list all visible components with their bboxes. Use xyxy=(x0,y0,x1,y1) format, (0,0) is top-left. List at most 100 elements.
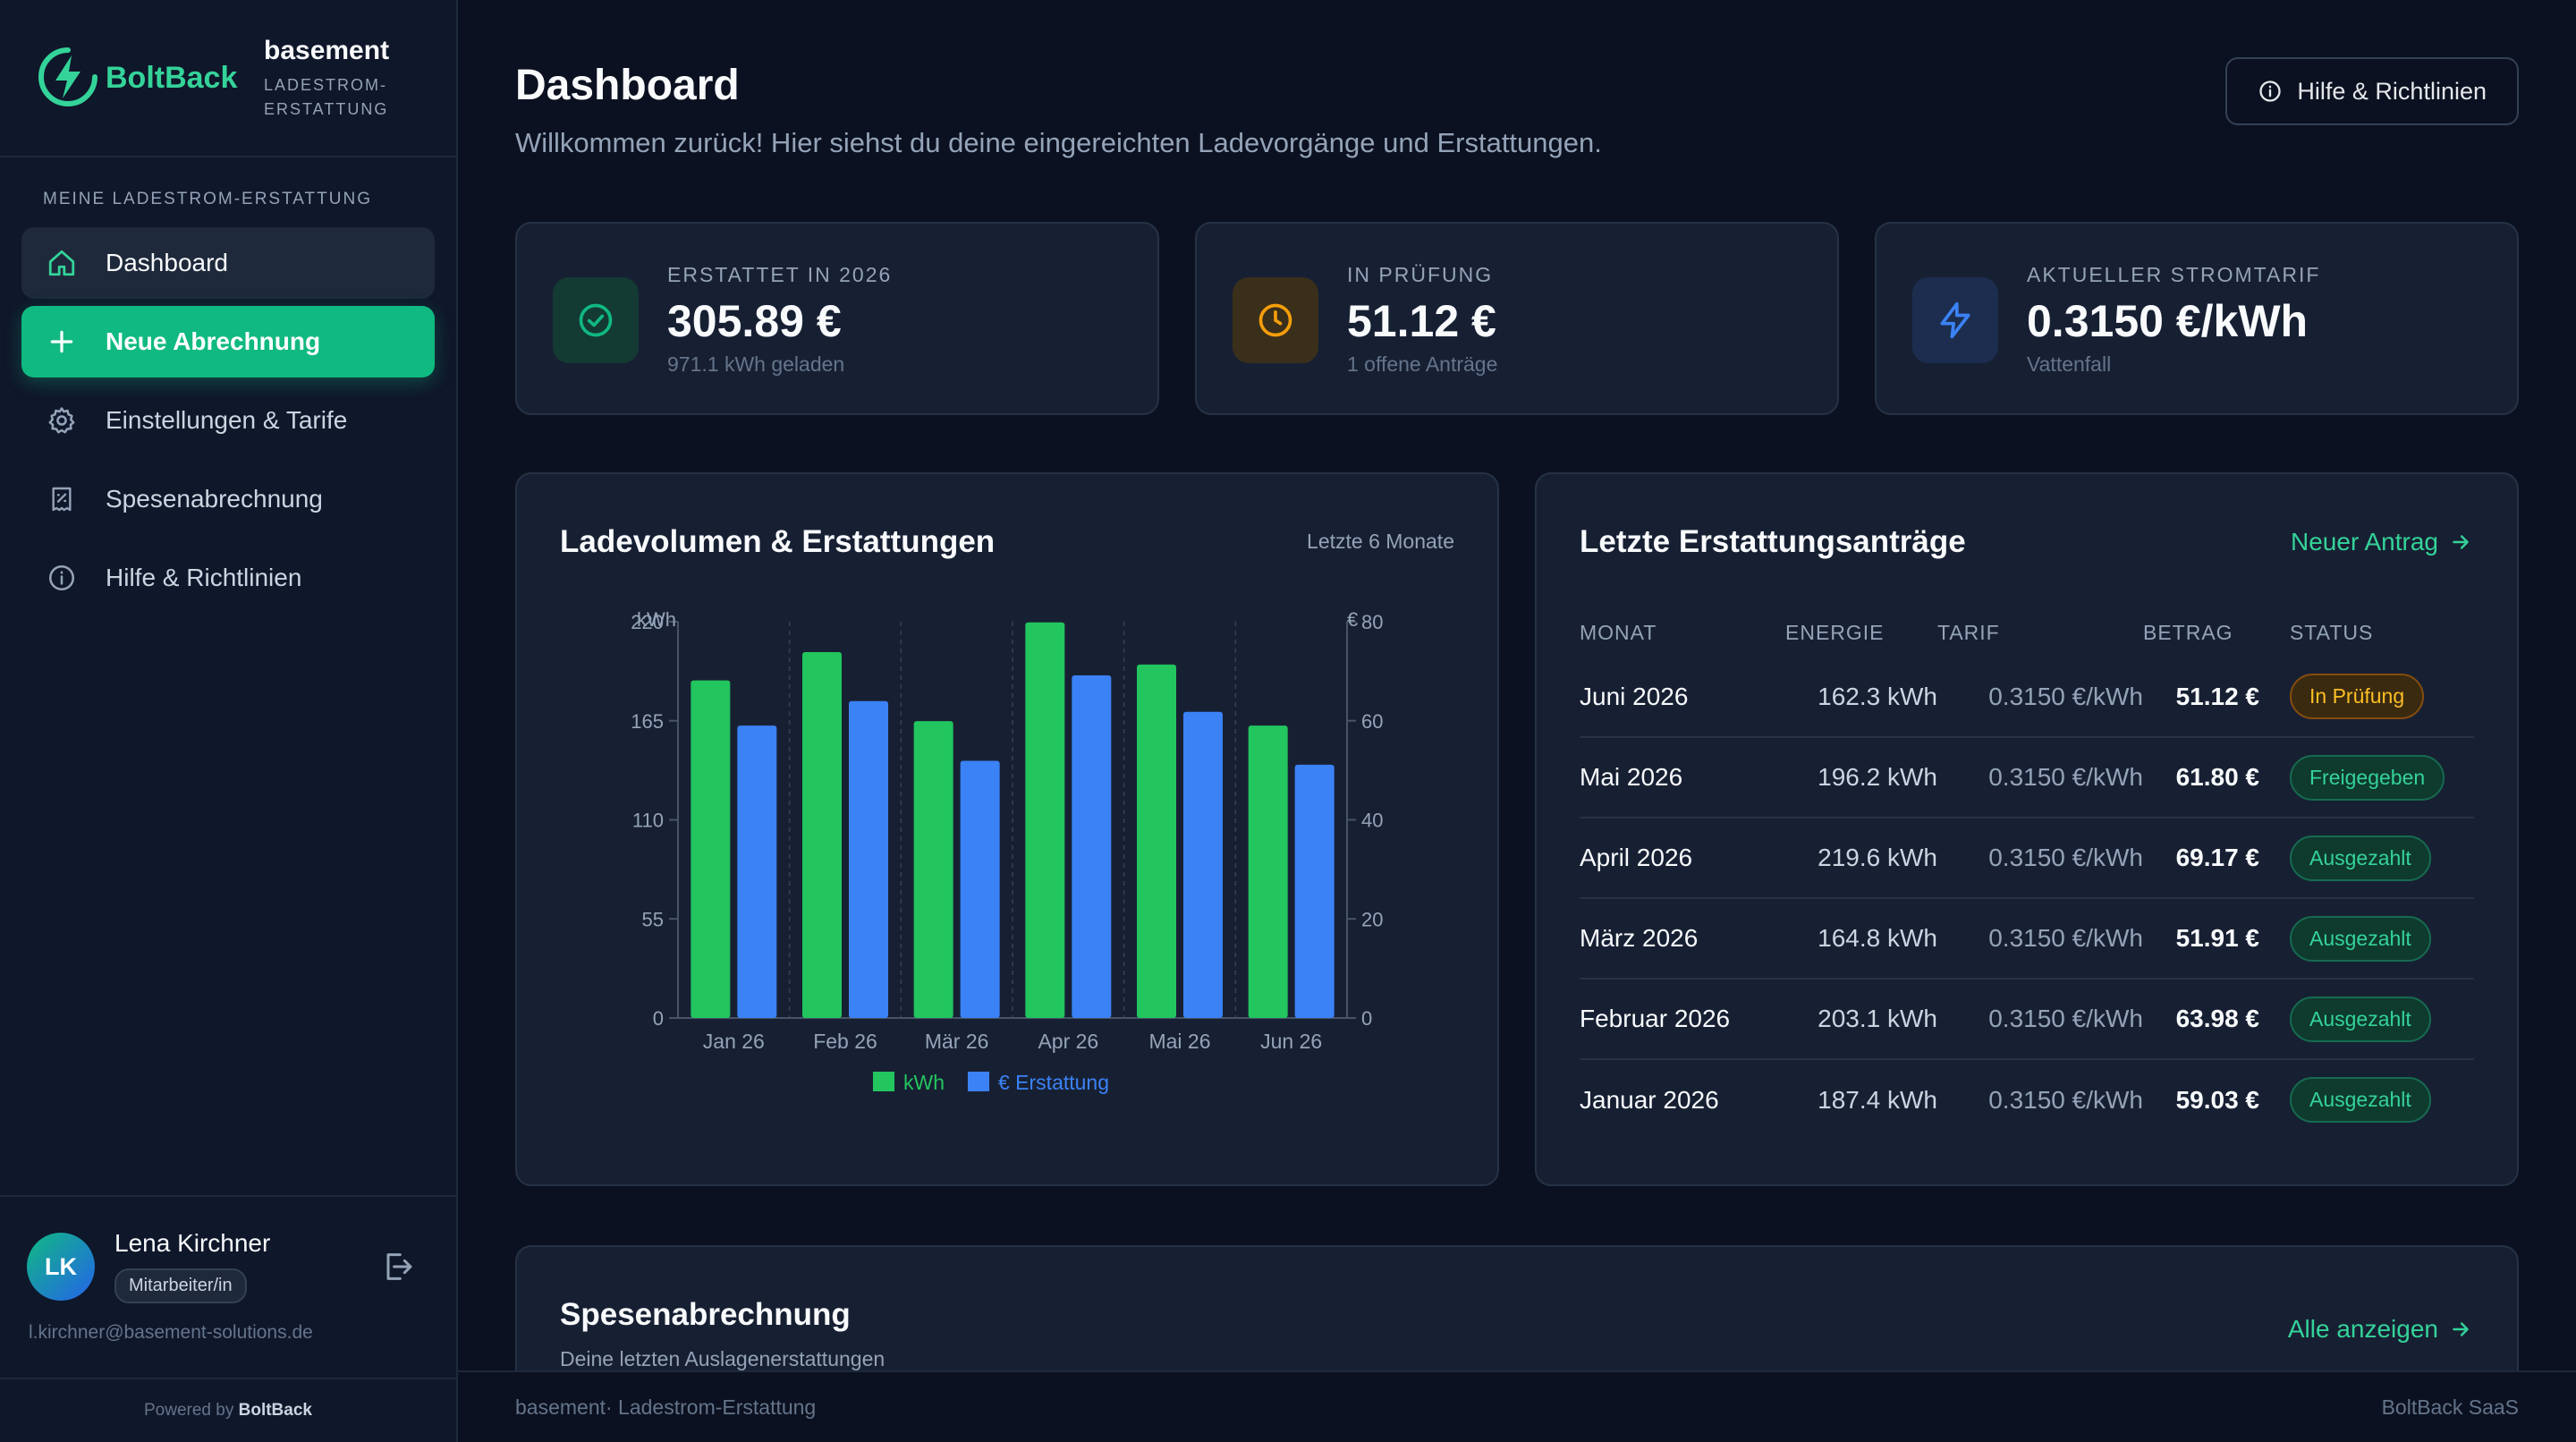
status-badge: Freigegeben xyxy=(2290,754,2445,801)
brand[interactable]: BoltBack basement LADESTROM-ERSTATTUNG xyxy=(36,36,429,122)
new-claim-link-label: Neuer Antrag xyxy=(2291,528,2438,556)
table-row[interactable]: März 2026 164.8 kWh 0.3150 €/kWh 51.91 € Aus… xyxy=(1580,897,2474,979)
stat-value: 51.12 € xyxy=(1347,296,1496,346)
avatar[interactable]: LK xyxy=(27,1233,95,1301)
info-icon xyxy=(45,561,79,595)
cell-amount: 59.03 € xyxy=(2143,1058,2259,1140)
status-badge: Ausgezahlt xyxy=(2290,835,2431,881)
cell-tariff: 0.3150 €/kWh xyxy=(1937,736,2143,818)
bar-chart: 0 55 110 165 220 0 20 40 60 80 kWh € Jan 26 Feb 26 Mär… xyxy=(631,608,1383,1094)
bar-refund xyxy=(960,760,1000,1018)
footer-right: BoltBack SaaS xyxy=(2381,1395,2519,1419)
page-subtitle: Willkommen zurück! Hier siehst du deine … xyxy=(515,127,1602,158)
brand-subtitle: LADESTROM-ERSTATTUNG xyxy=(264,76,389,118)
new-claim-link[interactable]: Neuer Antrag xyxy=(2291,528,2472,556)
footer: basement· Ladestrom-Erstattung BoltBack … xyxy=(458,1370,2576,1442)
table-row[interactable]: Februar 2026 203.1 kWh 0.3150 €/kWh 63.98 €… xyxy=(1580,978,2474,1059)
help-button[interactable]: Hilfe & Richtlinien xyxy=(2225,57,2519,125)
x-tick-label: Apr 26 xyxy=(1038,1030,1098,1053)
table-row[interactable]: April 2026 219.6 kWh 0.3150 €/kWh 69.17 € Au… xyxy=(1580,817,2474,898)
page-title: Dashboard xyxy=(515,62,740,109)
cell-tariff: 0.3150 €/kWh xyxy=(1937,1058,2143,1140)
sidebar-item-dashboard[interactable]: Dashboard xyxy=(21,227,435,299)
chart-title: Ladevolumen & Erstattungen xyxy=(560,524,996,559)
legend-swatch xyxy=(968,1072,989,1091)
sidebar-item-help[interactable]: Hilfe & Richtlinien xyxy=(21,542,435,614)
brand-tenant: basement xyxy=(264,36,390,65)
sidebar-item-settings[interactable]: Einstellungen & Tarife xyxy=(21,385,435,456)
bar-refund xyxy=(1072,674,1112,1018)
stat-label: IN PRÜFUNG xyxy=(1347,263,1494,286)
column-header-status: STATUS xyxy=(2290,620,2374,644)
chart-panel: Ladevolumen & Erstattungen Letzte 6 Mona… xyxy=(515,472,1499,1186)
table-row[interactable]: Mai 2026 196.2 kWh 0.3150 €/kWh 61.80 € Frei… xyxy=(1580,736,2474,818)
show-all-link-label: Alle anzeigen xyxy=(2287,1315,2438,1343)
column-header-energy: ENERGIE xyxy=(1785,620,1885,644)
expense-subtitle: Deine letzten Auslagenerstattungen xyxy=(560,1347,886,1370)
bar-kwh xyxy=(691,680,731,1018)
cell-energy: 196.2 kWh xyxy=(1785,736,1937,818)
check-circle-icon xyxy=(553,277,639,363)
cell-month: April 2026 xyxy=(1580,817,1785,898)
x-tick-label: Jun 26 xyxy=(1260,1030,1322,1053)
cell-amount: 51.12 € xyxy=(2175,682,2259,710)
cell-status: Ausgezahlt xyxy=(2259,897,2474,979)
y-tick-label-left: 165 xyxy=(631,710,664,733)
y-axis-label-right: € xyxy=(1347,608,1358,631)
status-badge: Ausgezahlt xyxy=(2290,996,2431,1042)
cell-energy: 203.1 kWh xyxy=(1785,978,1937,1059)
sidebar-item-new-claim[interactable]: Neue Abrechnung xyxy=(21,306,435,377)
table-row[interactable]: Juni 2026 162.3 kWh 0.3150 €/kWh 51.12 € In … xyxy=(1580,657,2474,737)
y-tick-label-left: 55 xyxy=(642,908,664,930)
powered-by-prefix: Powered by xyxy=(144,1401,234,1420)
y-axis-label-left: kWh xyxy=(637,608,676,631)
stat-sub: Vattenfall xyxy=(2027,352,2112,376)
cell-month: Juni 2026 xyxy=(1580,682,1689,710)
claims-table: MONAT ENERGIE TARIF BETRAG STATUS Juni 2… xyxy=(1580,608,2474,1140)
home-icon xyxy=(45,246,79,280)
cell-amount: 61.80 € xyxy=(2143,736,2259,818)
sidebar-nav: Dashboard Neue Abrechnung Einstellungen … xyxy=(21,227,435,621)
bar-kwh xyxy=(1025,622,1065,1018)
sidebar-item-label: Hilfe & Richtlinien xyxy=(106,564,302,591)
y-tick-label-right: 60 xyxy=(1361,710,1383,733)
brand-name: BoltBack xyxy=(106,61,238,95)
gear-icon xyxy=(45,403,79,437)
bar-kwh xyxy=(802,652,842,1018)
sidebar-item-expenses[interactable]: Spesenabrechnung xyxy=(21,463,435,535)
x-tick-label: Jan 26 xyxy=(703,1030,765,1053)
divider xyxy=(0,156,456,157)
bar-refund xyxy=(1294,764,1335,1018)
cell-tariff: 0.3150 €/kWh xyxy=(1937,897,2143,979)
cell-energy: 219.6 kWh xyxy=(1785,817,1937,898)
status-badge: In Prüfung xyxy=(2290,674,2425,719)
bolt-icon xyxy=(1912,277,1998,363)
stat-label: AKTUELLER STROMTARIF xyxy=(2027,263,2321,286)
user-email: l.kirchner@basement-solutions.de xyxy=(29,1322,313,1343)
receipt-icon xyxy=(45,482,79,516)
cell-energy: 164.8 kWh xyxy=(1785,897,1937,979)
y-tick-label-right: 20 xyxy=(1361,908,1383,930)
clock-icon xyxy=(1233,277,1318,363)
cell-amount: 63.98 € xyxy=(2143,978,2259,1059)
cell-status: Ausgezahlt xyxy=(2259,817,2474,898)
y-tick-label-right: 40 xyxy=(1361,810,1383,832)
table-row[interactable]: Januar 2026 187.4 kWh 0.3150 €/kWh 59.03 € A… xyxy=(1580,1058,2474,1140)
y-tick-label-left: 220 xyxy=(631,611,664,633)
sidebar: BoltBack basement LADESTROM-ERSTATTUNG M… xyxy=(0,0,458,1442)
status-badge: Ausgezahlt xyxy=(2290,1077,2431,1123)
table-header-row: MONAT ENERGIE TARIF BETRAG STATUS xyxy=(1580,608,2474,657)
show-all-link[interactable]: Alle anzeigen xyxy=(2288,1315,2472,1344)
legend-label: € Erstattung xyxy=(998,1071,1109,1094)
chart-range: Letzte 6 Monate xyxy=(1307,530,1454,553)
column-header-amount: BETRAG xyxy=(2143,620,2233,644)
bar-refund xyxy=(1183,711,1223,1018)
powered-by: Powered by BoltBack xyxy=(0,1401,456,1421)
cell-status: Ausgezahlt xyxy=(2259,1058,2474,1140)
logout-icon[interactable] xyxy=(379,1249,415,1285)
powered-by-brand: BoltBack xyxy=(238,1401,312,1420)
main-content: Dashboard Willkommen zurück! Hier siehst… xyxy=(458,0,2576,1442)
footer-left: basement· Ladestrom-Erstattung xyxy=(515,1395,817,1419)
bar-kwh xyxy=(1248,725,1288,1018)
